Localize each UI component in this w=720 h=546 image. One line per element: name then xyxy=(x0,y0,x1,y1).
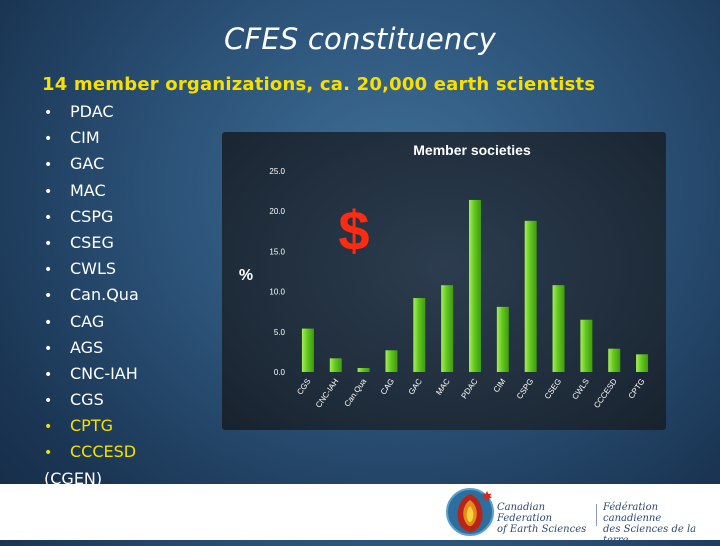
bar xyxy=(329,358,342,372)
member-list-item: • CWLS xyxy=(44,256,139,282)
member-list-footnote: (CGEN) xyxy=(44,468,103,488)
x-tick-label: CPTG xyxy=(627,377,647,400)
x-tick-label: CSEG xyxy=(543,377,563,401)
dollar-annotation: $ xyxy=(338,199,369,262)
footer-bar: Canadian Federation of Earth Sciences Fé… xyxy=(0,484,720,546)
x-tick-label: CWLS xyxy=(570,377,591,401)
member-list: • PDAC • CIM • GAC • MAC • CSPG • CSEG • CWLS •… xyxy=(44,99,139,492)
bar-chart-svg: Member societies 0.0 5.0 10.0 15.0 20.0 25.0% $… xyxy=(239,142,649,410)
bar xyxy=(608,348,621,372)
member-list-item: • CCCESD xyxy=(44,439,139,465)
y-tick-label: 25.0 xyxy=(269,167,285,176)
bullet-icon: • xyxy=(44,445,53,462)
member-list-item: • CAG xyxy=(44,309,139,335)
x-tick-label: GAC xyxy=(407,377,424,397)
bullet-icon: • xyxy=(44,314,53,331)
x-tick-label: CSPG xyxy=(515,377,535,401)
y-tick-label: 0.0 xyxy=(274,368,286,377)
x-tick-label: CCCESD xyxy=(592,377,619,410)
bullet-icon: • xyxy=(44,288,53,305)
x-tick-label: Can.Qua xyxy=(343,377,369,409)
org-name-french: Fédération canadienne des Sciences de la… xyxy=(603,502,697,546)
bar xyxy=(357,367,370,372)
x-tick-label: CIM xyxy=(492,377,508,394)
slide-subtitle: 14 member organizations, ca. 20,000 eart… xyxy=(42,74,596,95)
slide-title: CFES constituency xyxy=(224,22,496,56)
member-list-item: • CPTG xyxy=(44,413,139,439)
member-list-item: • CNC-IAH xyxy=(44,361,139,387)
bullet-icon: • xyxy=(44,209,53,226)
org-name-english: Canadian Federation of Earth Sciences xyxy=(497,502,587,535)
member-list-item: • AGS xyxy=(44,335,139,361)
bullet-icon: • xyxy=(44,262,53,279)
y-axis-label: % xyxy=(239,267,253,284)
bullet-icon: • xyxy=(44,105,53,121)
bullet-icon: • xyxy=(44,157,53,174)
bar xyxy=(580,319,593,372)
cfes-logo xyxy=(444,486,496,538)
x-tick-label: MAC xyxy=(434,377,452,397)
bar xyxy=(469,199,481,372)
bullet-icon: • xyxy=(44,366,53,383)
bullet-icon: • xyxy=(44,235,53,252)
bullet-icon: • xyxy=(44,131,53,148)
bullet-icon: • xyxy=(44,393,53,410)
bar xyxy=(385,350,398,372)
bar xyxy=(301,328,314,372)
member-list-item: • MAC xyxy=(44,178,139,204)
member-list-item: • PDAC xyxy=(44,99,139,125)
bar xyxy=(636,354,649,372)
member-list-item: • CSEG xyxy=(44,230,139,256)
x-tick-label: CAG xyxy=(379,377,396,396)
y-tick-label: 5.0 xyxy=(274,328,286,337)
y-tick-label: 20.0 xyxy=(269,207,285,216)
y-tick-label: 10.0 xyxy=(269,288,285,297)
bar xyxy=(413,298,426,372)
member-list-item: • Can.Qua xyxy=(44,282,139,308)
member-list-item: • CGS xyxy=(44,387,139,413)
member-list-item: • CIM xyxy=(44,125,139,151)
x-tick-label: PDAC xyxy=(460,377,480,401)
member-societies-chart: Member societies 0.0 5.0 10.0 15.0 20.0 25.0% $… xyxy=(222,132,666,430)
chart-title: Member societies xyxy=(413,142,531,158)
bar xyxy=(552,285,565,372)
member-list-item: • CSPG xyxy=(44,204,139,230)
x-tick-label: CGS xyxy=(295,377,312,396)
y-tick-label: 15.0 xyxy=(269,247,285,256)
bar xyxy=(496,306,509,372)
x-tick-label: CNC-IAH xyxy=(314,377,341,410)
bullet-icon: • xyxy=(44,183,53,200)
footer-divider xyxy=(596,504,597,526)
bullet-icon: • xyxy=(44,340,53,357)
bullet-icon: • xyxy=(44,419,53,436)
member-list-item: • GAC xyxy=(44,151,139,177)
bar xyxy=(524,220,537,372)
bar xyxy=(441,285,454,372)
